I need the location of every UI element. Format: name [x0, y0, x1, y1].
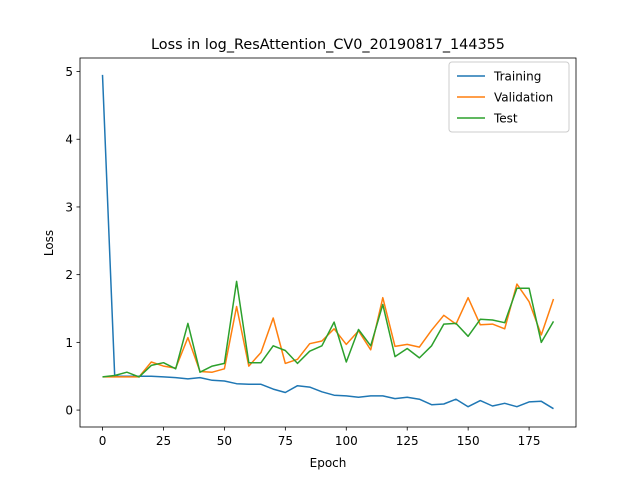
- legend-box: [448, 61, 570, 133]
- plot-area: 0 25 50 75 100 125 150 175 0 1 2 3 4 5: [65, 57, 577, 448]
- chart-title: Loss in log_ResAttention_CV0_20190817_14…: [151, 37, 505, 53]
- x-tick-label: 50: [217, 434, 232, 448]
- y-tick-label: 4: [65, 133, 73, 147]
- x-tick-label: 75: [278, 434, 293, 448]
- x-tick-label: 100: [335, 434, 358, 448]
- legend-label-test: Test: [493, 112, 518, 126]
- legend-label-validation: Validation: [494, 91, 553, 105]
- y-tick-label: 5: [65, 65, 73, 79]
- x-axis-label: Epoch: [310, 456, 347, 470]
- y-tick-label: 0: [65, 404, 73, 418]
- y-tick-label: 2: [65, 268, 73, 282]
- x-tick-label: 150: [457, 434, 480, 448]
- x-tick-label: 25: [156, 434, 171, 448]
- y-tick-label: 1: [65, 336, 73, 350]
- y-tick-label: 3: [65, 200, 73, 214]
- x-tick-label: 125: [396, 434, 419, 448]
- legend-label-training: Training: [493, 70, 541, 84]
- series-line-test: [102, 280, 555, 378]
- legend: Training Validation Test: [448, 61, 570, 133]
- series-line-training: [101, 74, 554, 410]
- y-axis-label: Loss: [42, 230, 56, 256]
- x-tick-label: 0: [99, 434, 107, 448]
- axes-frame: [79, 57, 577, 428]
- x-tick-label: 175: [518, 434, 541, 448]
